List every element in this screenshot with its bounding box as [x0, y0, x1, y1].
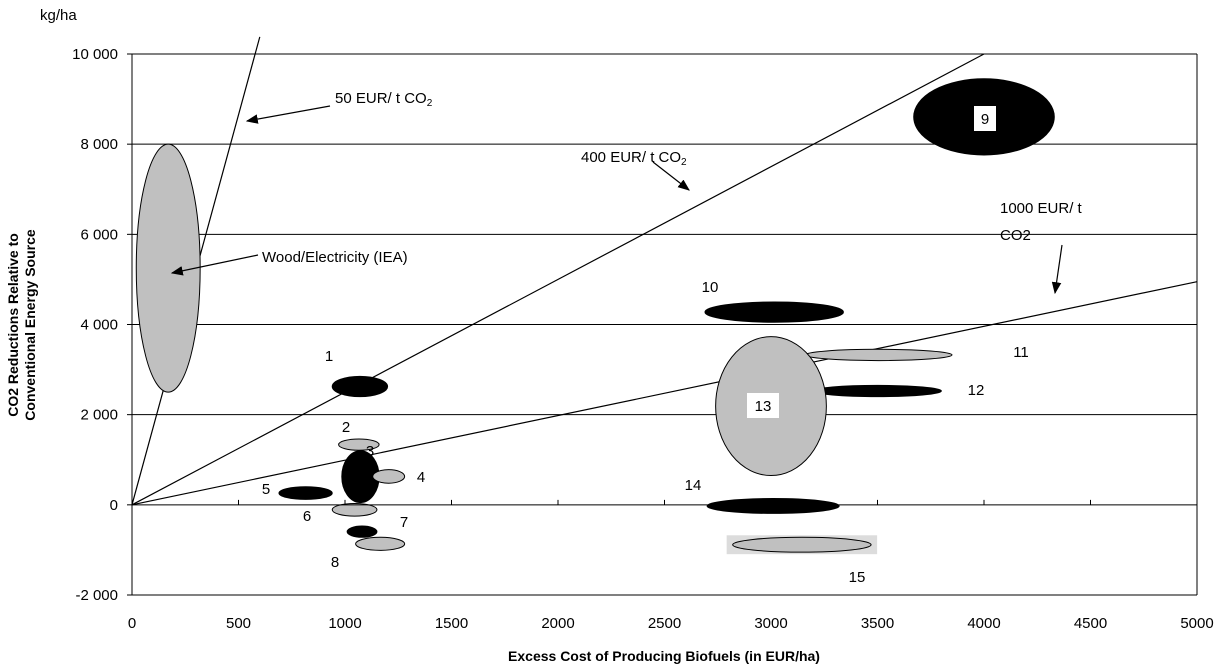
region-label: 7	[400, 514, 408, 531]
region-ellipse	[331, 502, 378, 517]
annotation-arrow	[245, 105, 331, 124]
annotation-arrow	[652, 161, 690, 191]
region-label: 12	[968, 382, 985, 399]
y-tick-label: 8 000	[80, 136, 118, 153]
unit-label: kg/ha	[40, 7, 77, 24]
ref-label-400: 400 EUR/ t CO2	[581, 149, 687, 168]
region-ellipse	[813, 384, 942, 398]
region-ellipse	[732, 536, 872, 553]
region-ellipse	[372, 469, 406, 484]
region-ellipse	[804, 348, 953, 362]
y-tick-label: 0	[110, 497, 118, 514]
x-tick-label: 2500	[648, 615, 681, 632]
ref-label-1000-line-2: CO2	[1000, 227, 1031, 244]
region-label: 10	[702, 279, 719, 296]
region-ellipse	[338, 438, 380, 451]
region-label: 9	[981, 111, 989, 128]
annotation-arrow	[170, 254, 259, 276]
ref-label-50: 50 EUR/ t CO2	[335, 90, 433, 109]
region-label: 4	[417, 469, 425, 486]
x-tick-label: 1500	[435, 615, 468, 632]
region-label: Wood/Electricity (IEA)	[262, 249, 408, 266]
reference-line	[131, 281, 1198, 506]
region-ellipse	[331, 375, 389, 398]
y-axis-title-line-1: CO2 Reductions Relative to	[5, 233, 21, 417]
region-label: 3	[366, 443, 374, 460]
annotation-arrow	[1051, 244, 1063, 295]
y-tick-label: 2 000	[80, 407, 118, 424]
region-label: 13	[755, 398, 772, 415]
x-tick-label: 0	[128, 615, 136, 632]
region-label: 2	[342, 419, 350, 436]
region-ellipse	[355, 536, 406, 551]
x-tick-label: 5000	[1180, 615, 1213, 632]
x-tick-label: 2000	[541, 615, 574, 632]
region-label: 11	[1013, 344, 1029, 361]
x-tick-label: 500	[226, 615, 251, 632]
y-axis-title-line-2: Conventional Energy Source	[22, 229, 38, 421]
region-ellipse	[346, 525, 378, 538]
x-tick-label: 4500	[1074, 615, 1107, 632]
region-ellipse	[704, 301, 844, 323]
y-tick-label: 6 000	[80, 226, 118, 243]
region-ellipse	[706, 498, 840, 514]
reference-line	[131, 53, 985, 506]
region-label: 8	[331, 554, 339, 571]
ref-annotations: 50 EUR/ t CO2 400 EUR/ t CO2 1000 EUR/ t CO…	[170, 90, 1083, 295]
axes: -2 000 0 2 000 4 000 6 000 8 000 10 000 0 500 100…	[72, 46, 1214, 632]
region-label-box	[974, 106, 996, 131]
y-tick-label: 10 000	[72, 46, 118, 63]
region-label: 14	[685, 477, 702, 494]
x-tick-label: 4000	[967, 615, 1000, 632]
x-axis-title: Excess Cost of Producing Biofuels (in EU…	[508, 648, 820, 664]
y-tick-label: -2 000	[75, 587, 118, 604]
region-label-box	[747, 393, 779, 418]
region-ellipse	[135, 143, 201, 393]
region-label: 5	[262, 481, 270, 498]
y-tick-label: 4 000	[80, 317, 118, 334]
region-label: 6	[303, 508, 311, 525]
x-tick-label: 3000	[754, 615, 787, 632]
ref-label-1000-line-1: 1000 EUR/ t	[1000, 200, 1083, 217]
x-tick-label: 1000	[328, 615, 361, 632]
region-ellipse	[278, 486, 333, 500]
region-label: 1	[325, 348, 333, 365]
x-tick-label: 3500	[861, 615, 894, 632]
gridlines	[132, 53, 1197, 596]
region-label: 15	[849, 569, 866, 586]
